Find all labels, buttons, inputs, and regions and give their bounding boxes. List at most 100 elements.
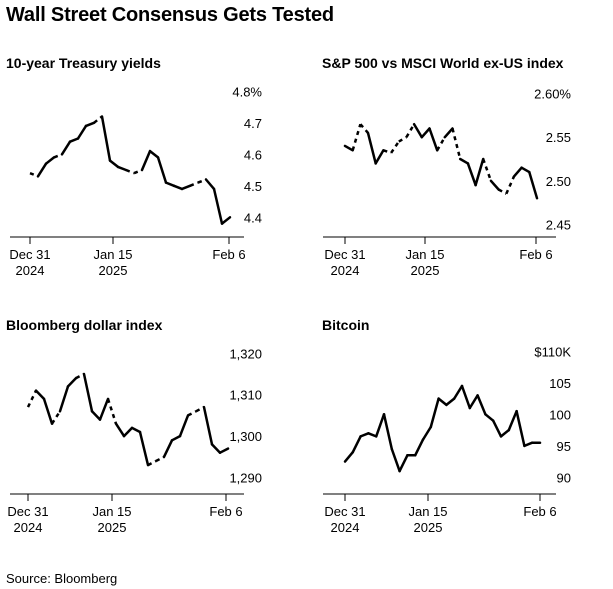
y-tick-label: 4.8%	[232, 84, 262, 99]
series-segment	[390, 447, 401, 473]
series-segment	[204, 178, 216, 191]
series-segment	[76, 124, 88, 140]
series-gap-segment	[29, 172, 39, 178]
x-tick-label: Jan 15	[408, 504, 447, 519]
series-segment	[82, 372, 94, 413]
series-gap-segment	[53, 153, 63, 159]
series-gap-segment	[390, 140, 400, 154]
series-segment	[484, 413, 495, 422]
series-gap-segment	[155, 455, 165, 463]
series-segment	[218, 447, 230, 454]
y-tick-label: 4.4	[244, 210, 262, 225]
series-segment	[148, 149, 160, 159]
series-gap-segment	[351, 123, 362, 151]
series-segment	[515, 409, 526, 448]
series-segment	[212, 187, 224, 225]
series-segment	[445, 397, 456, 407]
y-tick-label: 2.50	[546, 174, 571, 189]
series-segment	[164, 181, 176, 188]
series-segment	[523, 441, 534, 448]
chart-title: Bloomberg dollar index	[6, 317, 163, 333]
series-segment	[429, 397, 440, 429]
series-segment	[172, 184, 184, 191]
series-segment	[138, 430, 150, 467]
x-tick-label: 2024	[14, 520, 43, 535]
series-gap-segment	[189, 181, 199, 187]
series-segment	[512, 166, 523, 178]
series-gap-segment	[93, 115, 103, 124]
series-segment	[210, 443, 222, 454]
y-tick-label: $110K	[534, 344, 571, 359]
source-note: Source: Bloomberg	[6, 571, 118, 586]
series-segment	[36, 162, 48, 178]
series-segment	[162, 439, 174, 459]
series-segment	[499, 428, 511, 438]
series-segment	[156, 156, 168, 184]
series-gap-segment	[75, 372, 85, 380]
series-gap-segment	[26, 390, 38, 408]
series-segment	[220, 216, 232, 225]
series-segment	[443, 127, 454, 139]
series-segment	[140, 149, 152, 172]
x-tick-label: Dec 31	[324, 504, 365, 519]
series-gap-segment	[359, 123, 369, 134]
series-segment	[491, 419, 503, 438]
series-segment	[382, 413, 394, 451]
x-tick-label: Dec 31	[9, 247, 50, 262]
x-tick-label: 2025	[414, 520, 443, 535]
series-segment	[413, 438, 425, 457]
x-tick-label: Feb 6	[523, 504, 556, 519]
series-segment	[428, 127, 439, 152]
series-segment	[458, 157, 470, 165]
series-segment	[202, 405, 214, 446]
series-segment	[398, 454, 409, 473]
y-tick-label: 1,290	[229, 471, 262, 486]
series-segment	[374, 413, 386, 438]
series-segment	[180, 184, 192, 191]
series-segment	[359, 432, 370, 438]
series-gap-segment	[405, 123, 416, 138]
y-tick-label: 1,300	[229, 429, 262, 444]
x-tick-label: Feb 6	[519, 247, 552, 262]
series-segment	[34, 389, 46, 401]
series-segment	[178, 414, 190, 438]
chart-title: 10-year Treasury yields	[6, 55, 161, 71]
series-gap-segment	[187, 410, 197, 417]
series-gap-segment	[398, 136, 408, 143]
y-tick-label: 1,320	[229, 346, 262, 361]
x-tick-label: 2025	[411, 263, 440, 278]
y-tick-label: 2.60%	[534, 87, 571, 102]
series-segment	[528, 170, 539, 200]
y-tick-label: 95	[557, 439, 571, 454]
x-tick-label: Dec 31	[7, 504, 48, 519]
series-segment	[420, 127, 431, 139]
series-segment	[90, 410, 102, 421]
series-segment	[351, 435, 362, 454]
series-segment	[84, 121, 96, 128]
x-tick-label: Dec 31	[324, 247, 365, 262]
x-tick-label: Jan 15	[92, 504, 131, 519]
y-tick-label: 4.6	[244, 147, 262, 162]
series-gap-segment	[147, 459, 157, 467]
series-segment	[466, 162, 477, 187]
y-tick-label: 90	[557, 470, 571, 485]
chart-title: S&P 500 vs MSCI World ex-US index	[322, 55, 564, 71]
series-segment	[42, 397, 54, 425]
series-segment	[108, 159, 120, 169]
series-gap-segment	[133, 168, 143, 175]
x-tick-label: 2025	[99, 263, 128, 278]
series-gap-segment	[197, 178, 207, 184]
series-segment	[489, 179, 500, 191]
series-segment	[367, 432, 378, 438]
series-segment	[507, 409, 518, 432]
y-tick-label: 2.55	[546, 130, 571, 145]
series-segment	[460, 384, 472, 410]
series-segment	[468, 394, 479, 410]
series-gap-segment	[436, 136, 446, 151]
series-segment	[412, 122, 424, 139]
x-tick-label: Jan 15	[405, 247, 444, 262]
x-tick-label: 2024	[331, 263, 360, 278]
series-segment	[170, 434, 182, 442]
page-title: Wall Street Consensus Gets Tested	[6, 4, 334, 26]
series-gap-segment	[195, 405, 205, 413]
